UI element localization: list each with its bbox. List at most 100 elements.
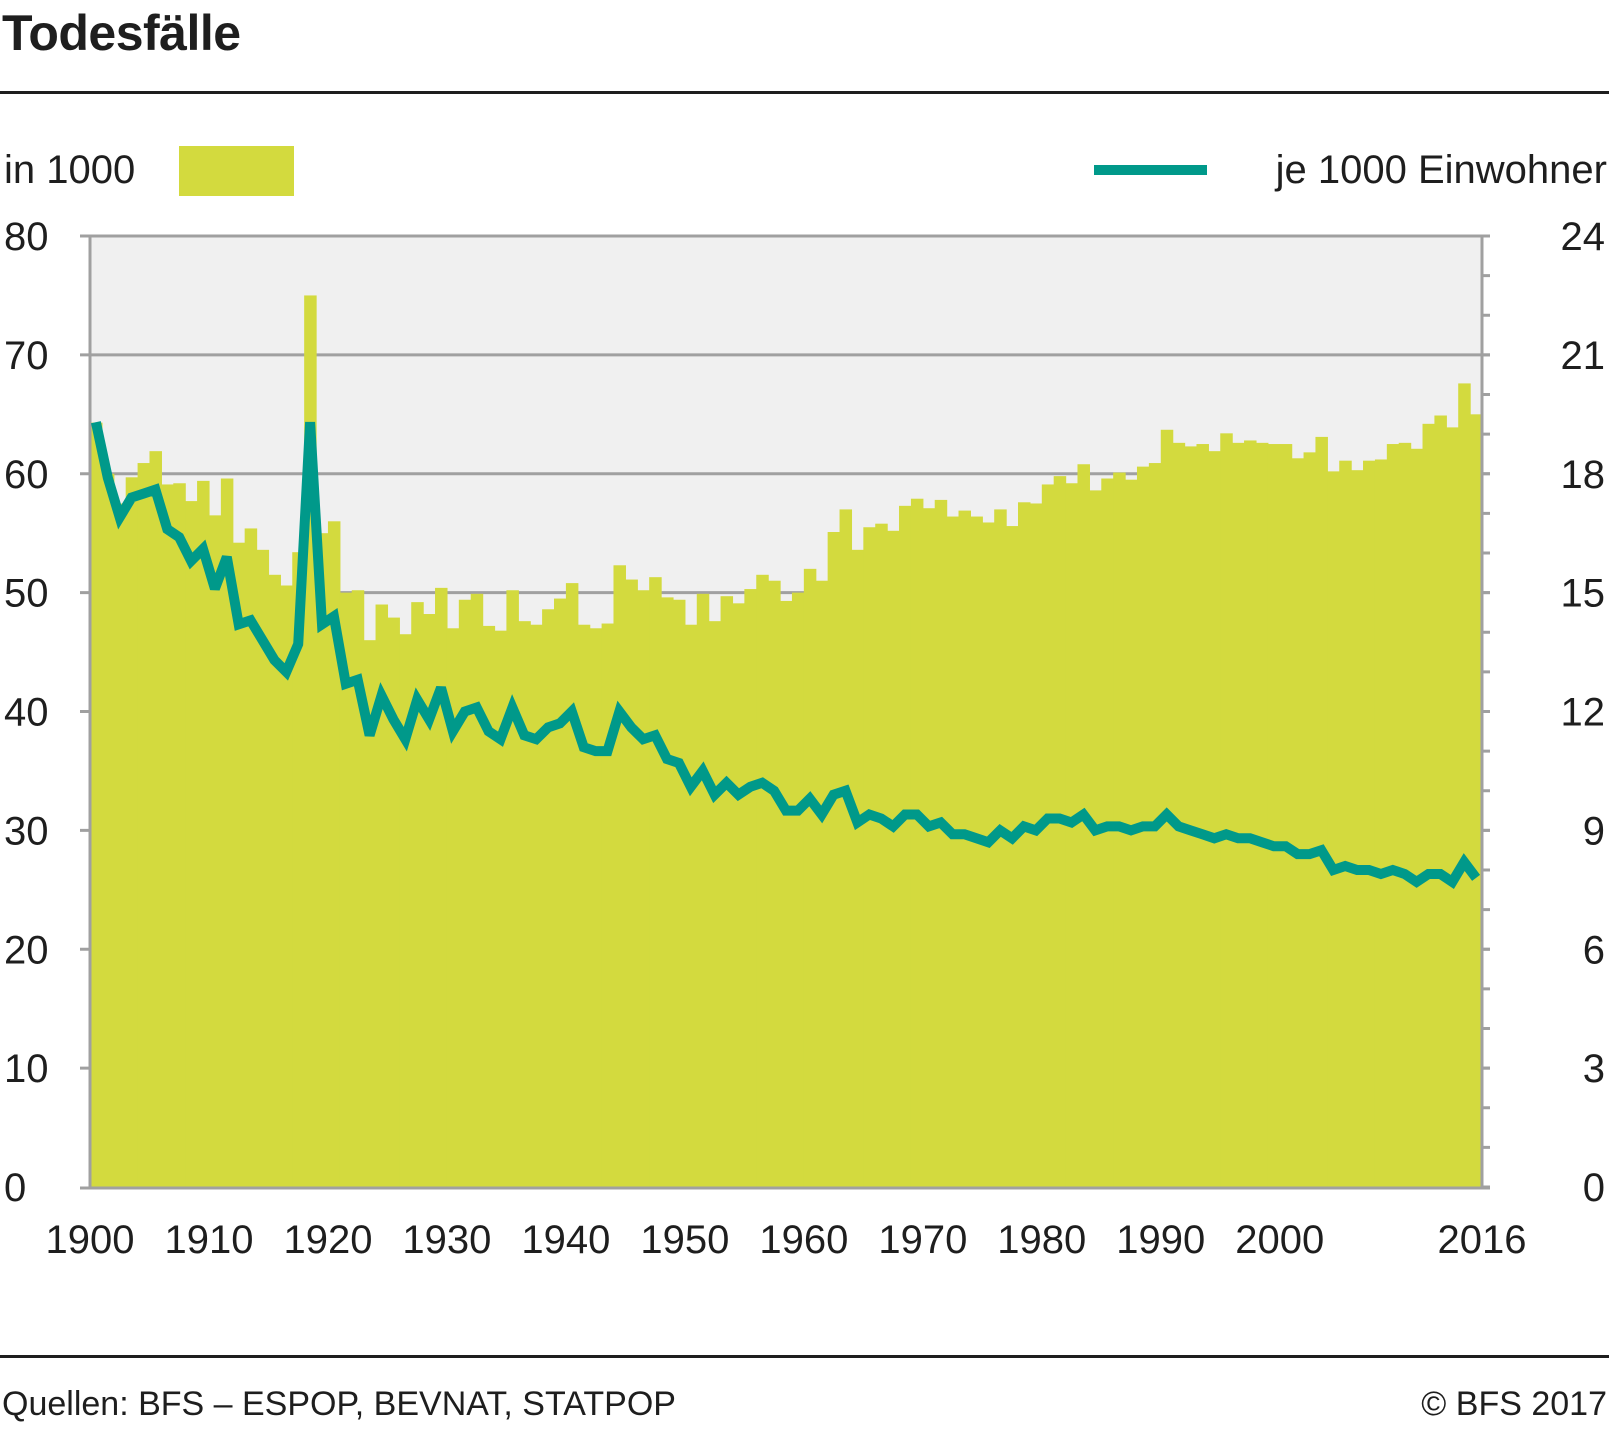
source-note: Quellen: BFS – ESPOP, BEVNAT, STATPOP [2,1385,676,1423]
bar-1974 [970,516,983,1187]
y-axis-right: 0 3 6 9 12 15 18 21 24 [1561,220,1606,1210]
bar-1900 [90,422,103,1187]
bar-2005 [1339,460,1352,1187]
bar-1970 [922,508,936,1187]
bar-1905 [149,451,162,1187]
bar-1920 [327,521,341,1187]
bar-1925 [387,617,400,1187]
x-tick-label: 2000 [1235,1218,1324,1262]
bar-1908 [185,501,198,1187]
bar-1982 [1065,483,1079,1187]
bar-1915 [268,574,281,1187]
bar-1907 [173,483,186,1187]
bar-1980 [1041,484,1055,1188]
y-left-tick-label: 10 [4,1047,49,1091]
bar-2000 [1279,444,1293,1187]
y-right-tick-label: 12 [1561,691,1606,735]
x-tick-label: 1910 [164,1218,253,1262]
bar-1997 [1244,440,1257,1188]
bar-2002 [1303,452,1317,1187]
bar-1936 [518,621,531,1187]
line-series [91,421,1481,889]
bar-1950 [684,624,698,1187]
bar-2008 [1374,459,1388,1187]
bar-1939 [554,598,567,1187]
bar-1975 [982,522,995,1187]
bar-1959 [791,592,805,1187]
bar-1911 [220,478,234,1187]
y-left-tick-label: 50 [4,572,49,616]
x-tick-label: 1900 [46,1218,135,1262]
bar-1962 [827,531,841,1187]
bar-1904 [137,463,151,1187]
bar-1942 [589,628,603,1187]
bar-1964 [851,549,864,1187]
bar-1954 [732,603,745,1187]
legend-line-label: je 1000 Einwohner [1275,148,1607,192]
bar-1973 [958,510,972,1187]
bar-1985 [1101,478,1114,1187]
bar-1901 [101,473,115,1187]
bar-2007 [1363,460,1376,1187]
bar-1949 [672,599,686,1187]
bar-1933 [482,625,496,1187]
y-left-tick-label: 0 [4,1166,26,1210]
bar-1953 [720,596,734,1187]
bar-2003 [1315,436,1328,1187]
bar-1916 [280,585,293,1187]
copyright-note: © BFS 2017 [1421,1385,1607,1423]
x-tick-label: 1940 [521,1218,610,1262]
y-right-tick-label: 18 [1561,453,1606,497]
bar-2011 [1410,448,1424,1187]
bar-1998 [1255,442,1269,1187]
bar-1938 [542,609,555,1187]
bar-1935 [506,590,519,1187]
bar-1991 [1172,442,1186,1187]
bar-2009 [1386,444,1400,1187]
title-divider [0,91,1609,94]
bar-1965 [863,527,876,1187]
bar-1995 [1220,433,1233,1187]
y-left-tick-label: 60 [4,453,49,497]
bar-1909 [197,480,210,1187]
bar-1948 [661,597,674,1187]
bar-1921 [339,592,353,1187]
x-axis: 1900 1910 1920 1930 1940 1950 1960 1970 1980 1990… [46,1218,1527,1262]
bar-1966 [875,523,888,1187]
y-axis-left: 0 10 20 30 40 50 60 70 80 [4,220,49,1210]
y-right-tick-label: 21 [1561,334,1606,378]
y-left-tick-label: 40 [4,691,49,735]
bar-2010 [1398,442,1412,1187]
bar-2006 [1351,470,1364,1188]
bar-1958 [780,600,793,1187]
bar-1943 [601,623,615,1187]
bar-1944 [613,565,626,1187]
x-tick-label: 1960 [759,1218,848,1262]
y-right-tick-label: 6 [1583,928,1605,972]
bar-1902 [113,503,127,1187]
bar-1928 [423,614,436,1187]
bar-1927 [411,602,424,1187]
bar-1919 [316,533,329,1187]
bar-1992 [1184,446,1198,1187]
bar-1981 [1053,476,1067,1187]
bar-1924 [375,604,389,1187]
bar-1999 [1267,444,1281,1187]
bar-1979 [1029,503,1043,1187]
bar-series [90,295,1483,1188]
plot-frame [80,234,1490,1190]
x-tick-label: 1980 [997,1218,1086,1262]
y-left-tick-label: 20 [4,928,49,972]
legend-bar-swatch [179,146,294,196]
bar-1969 [910,498,924,1187]
bar-1946 [637,590,650,1187]
chart-title: Todesfälle [2,5,241,61]
bar-1912 [232,542,246,1187]
bar-1976 [994,509,1007,1188]
bar-1972 [946,516,960,1187]
bar-1923 [363,640,377,1187]
x-tick-label: 1970 [878,1218,967,1262]
bar-2001 [1291,458,1305,1187]
bar-1994 [1208,451,1221,1187]
x-tick-label: 1990 [1116,1218,1205,1262]
